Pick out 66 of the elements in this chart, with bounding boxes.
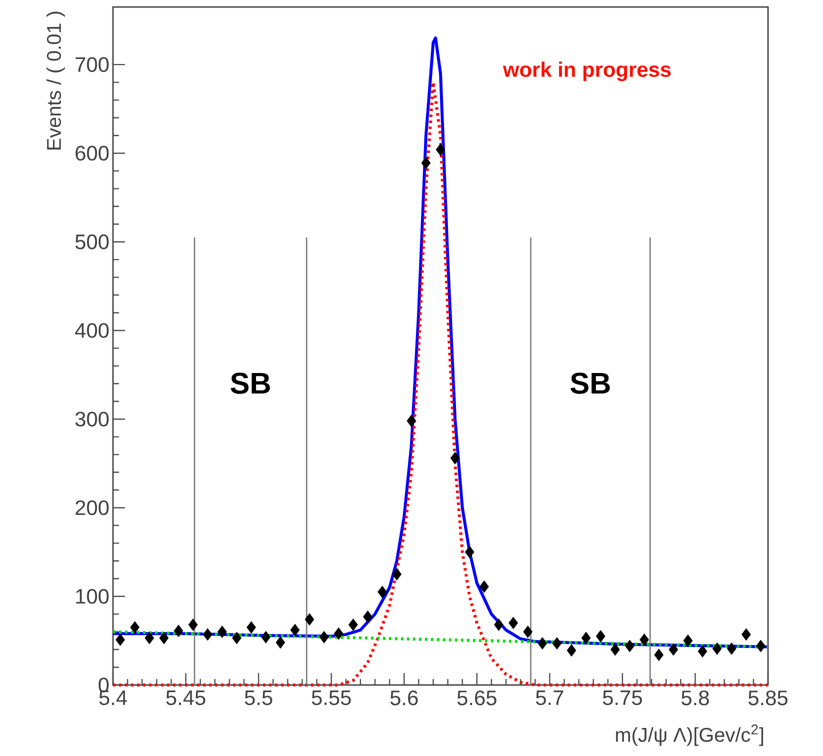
point — [610, 643, 620, 656]
point — [596, 630, 606, 642]
annotation: work in progress — [502, 62, 671, 82]
point — [261, 630, 271, 644]
point — [552, 637, 562, 650]
annotation: SB — [230, 372, 270, 394]
point — [625, 640, 634, 652]
annotation: SB — [570, 372, 610, 394]
point — [726, 642, 736, 655]
x-tick-label: 5.8 — [682, 690, 709, 706]
point — [421, 156, 431, 170]
x-tick-label: 5.65 — [457, 690, 496, 706]
point — [304, 613, 314, 626]
point — [406, 414, 416, 428]
y-axis-title: Events / ( 0.01 ) — [46, 12, 65, 150]
point — [741, 628, 751, 641]
point — [363, 610, 372, 623]
x-axis-title: m(J/ψ Λ)[Gev/c$^{2}$] — [616, 724, 764, 746]
point — [698, 645, 708, 658]
y-tick-label: 600 — [76, 146, 109, 161]
point — [640, 634, 649, 646]
point — [494, 618, 504, 631]
point — [712, 642, 722, 655]
y-tick-label: 200 — [76, 500, 109, 516]
point — [174, 624, 184, 638]
point — [756, 640, 766, 652]
y-tick-label: 100 — [76, 588, 109, 604]
point — [276, 636, 286, 649]
y-tick-label: 700 — [76, 57, 109, 72]
x-tick-label: 5.85 — [748, 690, 788, 706]
x-tick-label: 5.6 — [390, 690, 418, 706]
point — [654, 648, 664, 662]
point — [290, 624, 300, 636]
point — [508, 616, 518, 630]
point — [116, 634, 125, 646]
point — [538, 637, 548, 650]
point — [246, 621, 256, 634]
x-tick-label: 5.55 — [312, 690, 351, 706]
point — [334, 627, 344, 640]
point — [202, 628, 212, 641]
x-tick-label: 5.5 — [244, 690, 272, 706]
point — [464, 546, 474, 558]
point — [523, 626, 533, 638]
point — [436, 143, 446, 156]
point — [159, 632, 169, 644]
point — [217, 626, 227, 638]
x-tick-label: 5.45 — [166, 690, 206, 706]
point — [232, 632, 242, 644]
y-tick-label: 500 — [75, 234, 109, 250]
point — [392, 568, 402, 580]
point — [450, 452, 460, 464]
point — [130, 621, 140, 634]
point — [319, 630, 329, 644]
point — [188, 618, 198, 631]
point — [144, 632, 154, 644]
point — [668, 643, 678, 656]
point — [348, 618, 358, 631]
point — [378, 586, 387, 598]
point — [683, 634, 693, 647]
point — [479, 580, 489, 593]
point — [581, 632, 591, 644]
x-tick-label: 5.7 — [536, 690, 564, 706]
x-tick-label: 5.75 — [602, 690, 642, 706]
y-tick-label: 400 — [75, 323, 109, 338]
point — [566, 644, 576, 657]
y-tick-label: 300 — [75, 412, 109, 427]
